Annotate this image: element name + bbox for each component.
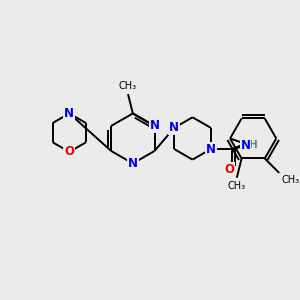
Text: O: O [224, 163, 234, 176]
Text: N: N [149, 119, 160, 132]
Text: CH₃: CH₃ [228, 181, 246, 190]
Text: N: N [128, 157, 138, 170]
Text: H: H [249, 140, 258, 150]
Text: N: N [169, 122, 179, 134]
Text: N: N [206, 142, 216, 155]
Text: CH₃: CH₃ [281, 175, 299, 185]
Text: CH₃: CH₃ [119, 81, 137, 91]
Text: O: O [64, 146, 74, 158]
Text: N: N [64, 107, 74, 120]
Text: N: N [241, 139, 250, 152]
